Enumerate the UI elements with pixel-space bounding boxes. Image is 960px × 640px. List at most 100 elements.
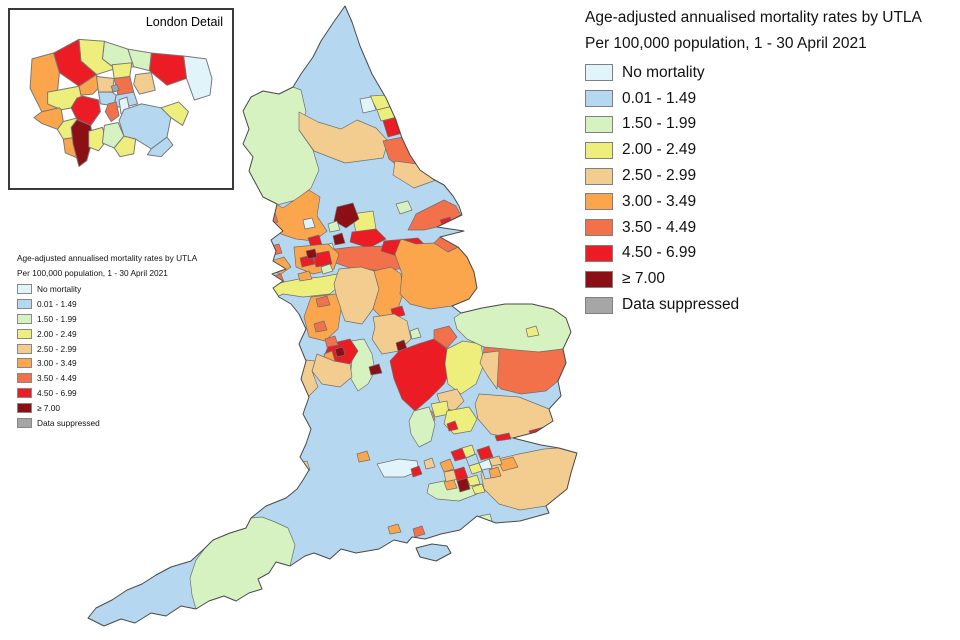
region-inset-sutton-y (88, 126, 107, 152)
legend-swatch-b1 (585, 90, 613, 108)
legend-item-g: 1.50 - 1.99 (17, 312, 232, 327)
region-manchester (312, 250, 333, 268)
legend-swatch-y (585, 141, 613, 159)
london-inset: London Detail (8, 8, 234, 190)
region-ldn-11 (443, 479, 458, 491)
legend-swatch-t (17, 343, 32, 354)
legend-item-y: 2.00 - 2.49 (17, 326, 232, 341)
london-inset-map (29, 38, 213, 167)
legend-item-none: No mortality (17, 282, 232, 297)
legend-item-o: 3.00 - 3.49 (17, 356, 232, 371)
mini-legend-title-line2: Per 100,000 population, 1 - 30 April 202… (17, 268, 168, 278)
region-stoke (315, 295, 331, 308)
region-norwich (525, 325, 540, 338)
legend-swatch-none (585, 64, 613, 82)
region-warrington (297, 270, 313, 282)
region-reading (410, 465, 423, 478)
legend-swatch-b1 (17, 299, 32, 310)
region-inset-bexley (160, 101, 189, 126)
region-coventry (368, 363, 383, 376)
legend-item-none: No mortality (585, 60, 957, 86)
region-inset-newham (133, 72, 156, 95)
legend-label-o: 3.00 - 3.49 (622, 192, 697, 210)
legend-item-sup: Data suppressed (17, 415, 232, 430)
region-ne-pale (359, 96, 377, 114)
london-inset-title: London Detail (145, 15, 223, 29)
mini-legend-items: No mortality 0.01 - 1.49 1.50 - 1.99 2.00 -… (17, 282, 232, 430)
region-ldn-12 (466, 474, 481, 487)
legend-label-t: 2.50 - 2.99 (622, 167, 697, 185)
region-swindon (356, 450, 371, 463)
legend-label-od: 3.50 - 4.49 (37, 373, 77, 384)
region-ldn-15 (488, 455, 503, 467)
legend-label-b1: 0.01 - 1.49 (37, 299, 77, 310)
region-rutland (409, 327, 422, 340)
legend-swatch-od (585, 219, 613, 237)
legend-label-r: 4.50 - 6.99 (37, 387, 77, 398)
region-calderdale (332, 232, 346, 246)
legend-main: Age-adjusted annualised mortality rates … (585, 5, 957, 318)
legend-item-o: 3.00 - 3.49 (585, 189, 957, 215)
region-wolverhampton (324, 335, 339, 348)
legend-title-line1: Age-adjusted annualised mortality rates … (585, 9, 922, 26)
legend-title-line2: Per 100,000 population, 1 - 30 April 202… (585, 35, 867, 52)
legend-item-dr: ≥ 7.00 (585, 266, 957, 292)
region-staffordshire (303, 293, 342, 342)
legend-swatch-dr (585, 270, 613, 288)
region-bristol (282, 464, 302, 482)
legend-label-sup: Data suppressed (37, 417, 100, 428)
legend-swatch-sup (17, 417, 32, 428)
region-inset-hounslow (33, 107, 64, 130)
region-ldn-5 (476, 445, 494, 461)
legend-swatch-o (585, 193, 613, 211)
region-medway (497, 456, 519, 472)
region-ldn-3 (461, 444, 476, 459)
region-telford (313, 320, 328, 333)
legend-label-od: 3.50 - 4.49 (622, 218, 697, 236)
legend-label-r: 4.50 - 6.99 (622, 244, 697, 262)
legend-item-sup: Data suppressed (585, 292, 957, 318)
legend-label-sup: Data suppressed (622, 296, 740, 314)
region-ldn-14 (471, 483, 486, 495)
region-portsmouth (412, 525, 426, 538)
legend-label-y: 2.00 - 2.49 (622, 141, 697, 159)
region-cambridgeshire (444, 340, 485, 395)
legend-swatch-o (17, 358, 32, 369)
region-lincolnshire (394, 238, 478, 310)
england-regions (189, 86, 577, 610)
region-yorks-green-a (327, 220, 341, 233)
region-inset-camden (96, 76, 115, 93)
legend-item-od: 3.50 - 4.49 (585, 215, 957, 241)
legend-label-dr: ≥ 7.00 (622, 270, 665, 288)
region-ldn-1 (439, 458, 455, 473)
mini-legend-title-line1: Age-adjusted annualised mortality rates … (17, 253, 198, 263)
legend-swatch-dr (17, 402, 32, 413)
legend-swatch-r (585, 244, 613, 262)
legend-label-none: No mortality (622, 63, 705, 81)
legend-mini: Age-adjusted annualised mortality rates … (17, 251, 232, 430)
legend-swatch-od (17, 373, 32, 384)
legend-item-od: 3.50 - 4.49 (17, 371, 232, 386)
region-windsor (423, 457, 436, 470)
legend-swatch-g (585, 115, 613, 133)
region-york (395, 200, 413, 215)
isle-of-wight (415, 543, 452, 562)
region-inset-haringey (111, 62, 133, 79)
region-leeds (349, 228, 387, 249)
region-southampton (387, 523, 402, 535)
legend-item-r: 4.50 - 6.99 (585, 241, 957, 267)
region-buckinghamshire (408, 406, 436, 448)
region-suffolk-west (479, 350, 500, 390)
legend-item-b1: 0.01 - 1.49 (585, 86, 957, 112)
legend-label-none: No mortality (37, 284, 82, 295)
region-peterborough (433, 325, 458, 349)
legend-swatch-none (17, 284, 32, 295)
region-ldn-16 (488, 466, 502, 479)
region-inset-havering (183, 55, 213, 101)
legend-swatch-sup (585, 296, 613, 314)
region-thurrock (494, 432, 512, 442)
region-ldn-10 (456, 477, 471, 493)
legend-label-g: 1.50 - 1.99 (622, 115, 697, 133)
region-derbyshire (333, 266, 380, 325)
